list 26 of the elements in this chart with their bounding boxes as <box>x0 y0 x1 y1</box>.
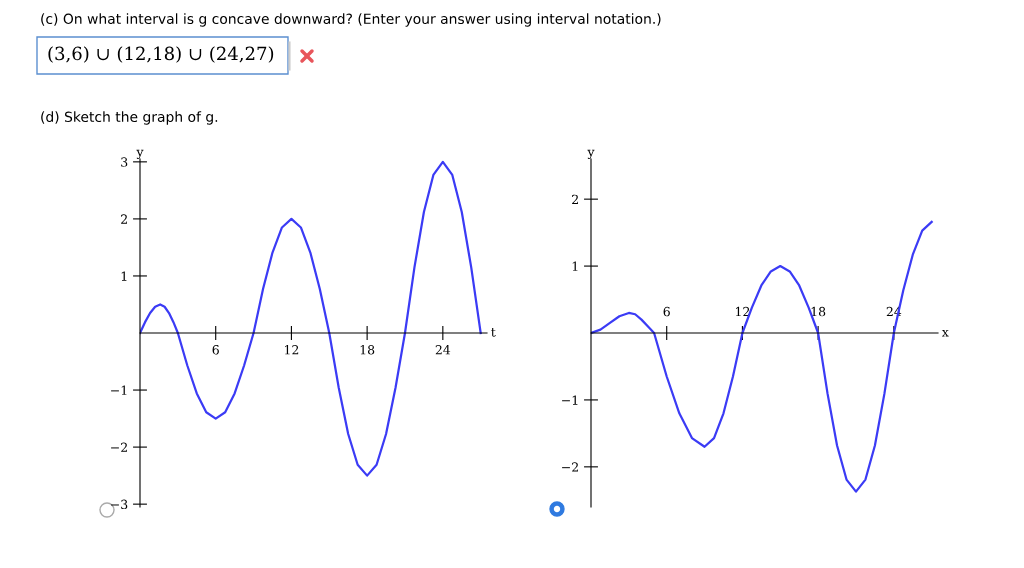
y-axis-title: y <box>587 149 595 159</box>
y-tick-label: −1 <box>562 395 578 405</box>
text: (d) Sketch the graph of g. <box>41 111 218 125</box>
line-series <box>140 160 482 477</box>
x-tick-label: 18 <box>811 306 826 317</box>
y-tick-label: 1 <box>572 261 578 271</box>
text: (c) On what interval is g concave downward? (Enter your answer using interval notation.) <box>41 13 661 27</box>
line-series <box>591 220 933 493</box>
y-tick-label: −3 <box>111 499 128 510</box>
y-tick-label: −1 <box>111 385 127 395</box>
y-tick-label: 3 <box>121 157 128 167</box>
x-tick-label: 12 <box>284 345 299 355</box>
text: (3,6) ∪ (12,18) ∪ (24,27) <box>48 46 274 63</box>
x-tick-label: 12 <box>735 306 750 317</box>
y-tick-label: −2 <box>562 462 578 472</box>
x-tick-label: 24 <box>435 345 451 355</box>
y-tick-label: 2 <box>121 214 127 224</box>
y-tick-label: 2 <box>572 194 578 204</box>
x-tick-label: 6 <box>663 306 670 317</box>
y-tick-label: −2 <box>111 442 127 452</box>
y-tick-label: 1 <box>121 271 127 281</box>
x-axis-title: t <box>491 327 496 337</box>
x-axis-title: x <box>941 329 949 337</box>
y-axis-title: y <box>136 149 144 159</box>
x-tick-label: 6 <box>212 345 219 355</box>
x-tick-label: 18 <box>360 345 375 355</box>
